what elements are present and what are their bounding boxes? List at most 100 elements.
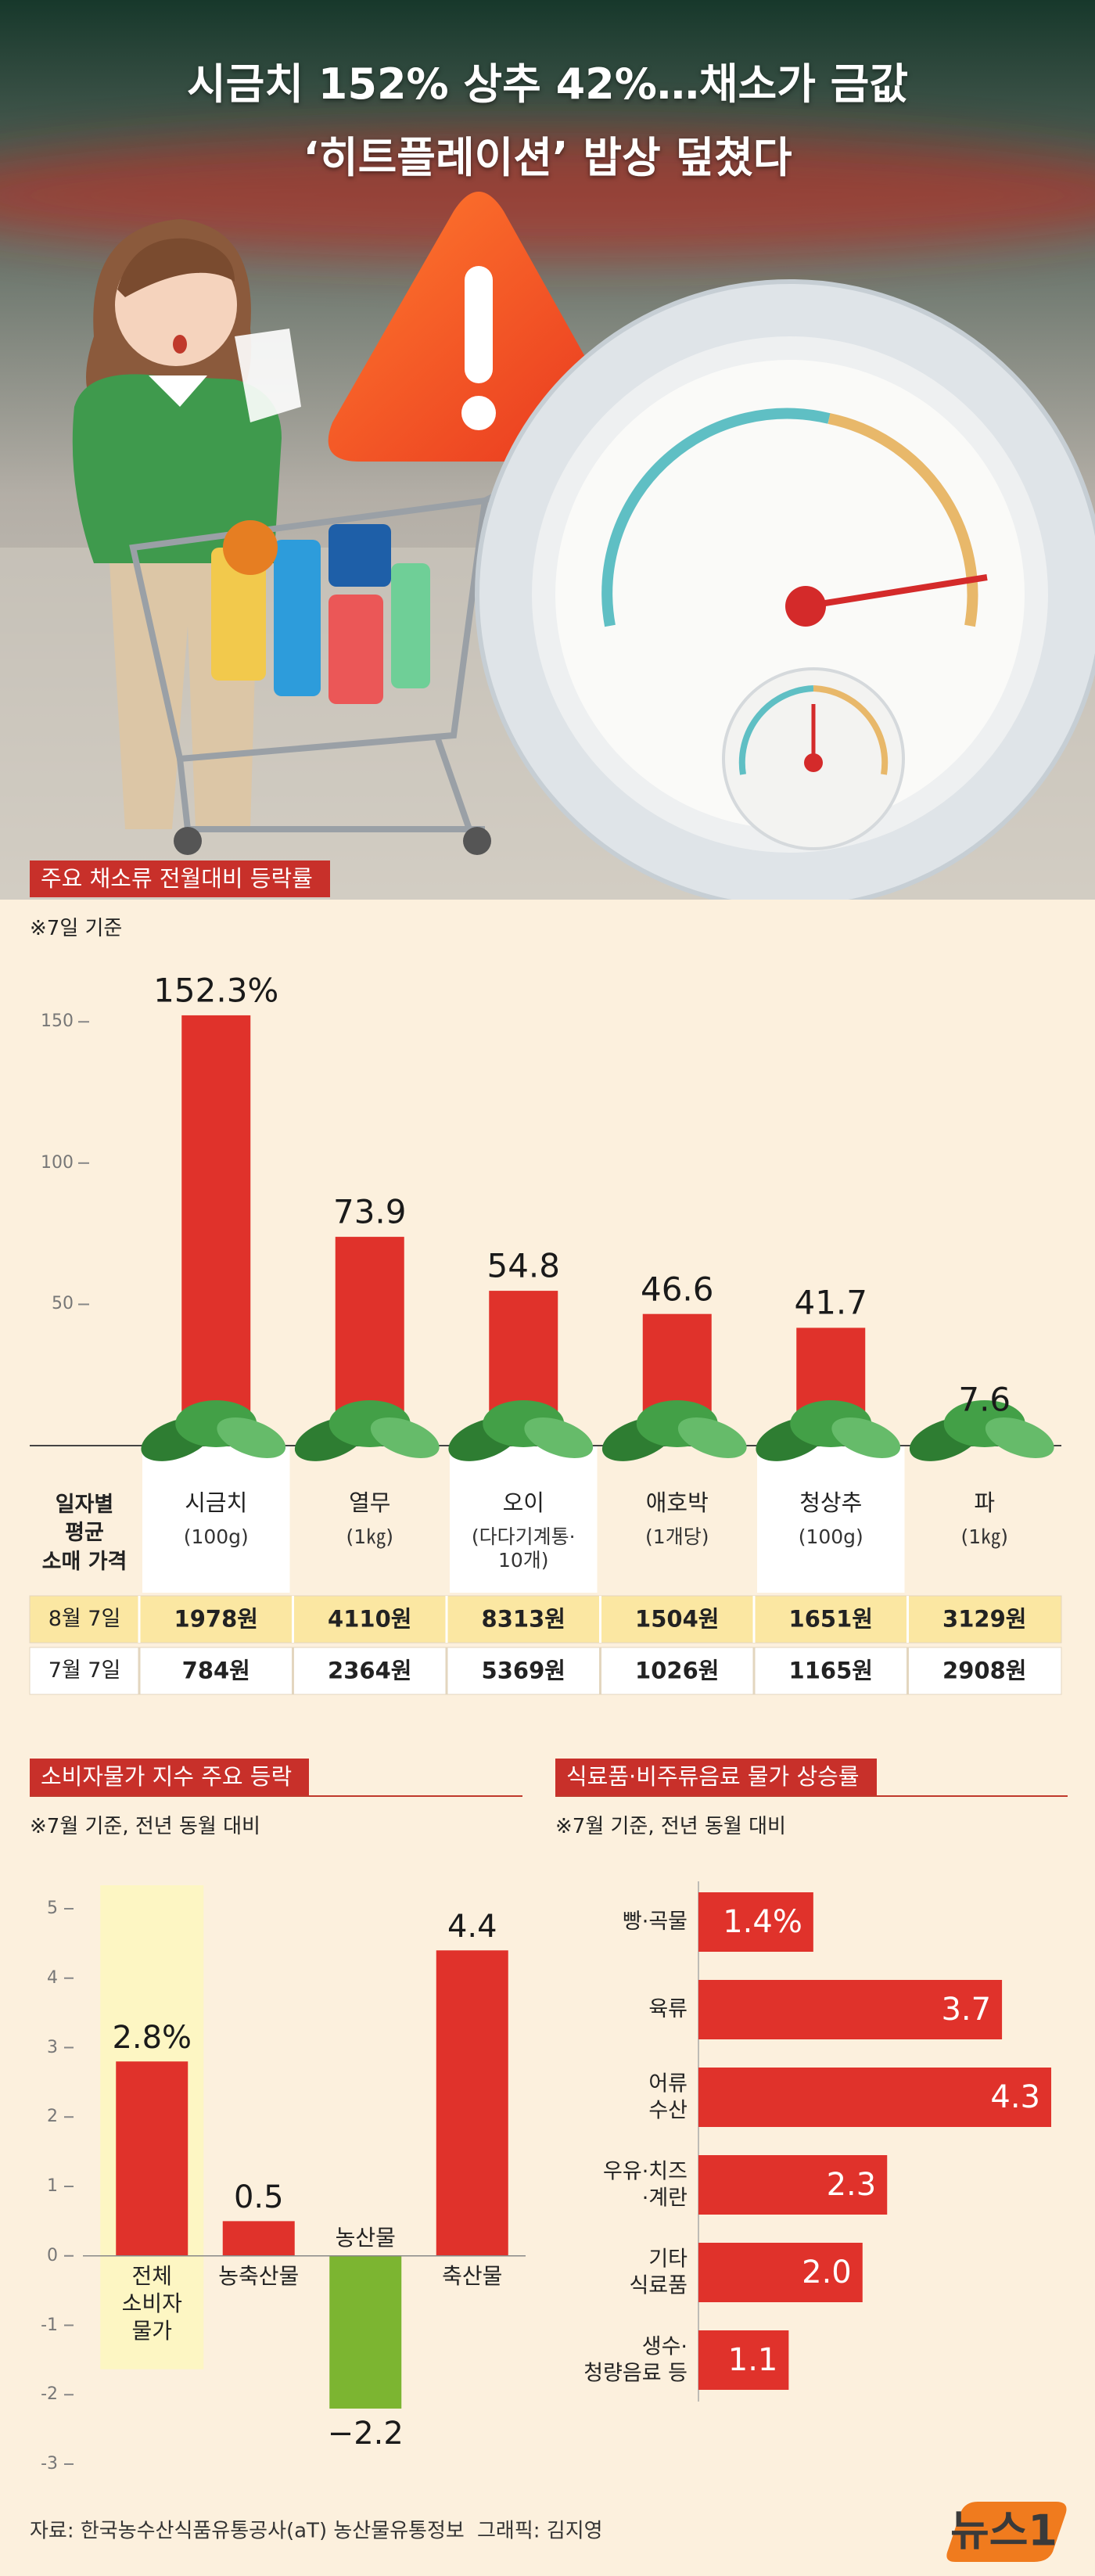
table-item-name: 시금치 [185,1489,248,1516]
vegetable-illustration [294,1400,440,1461]
y-tick-label: 0 [47,2245,58,2265]
y-tick-label: 육류 [648,1997,688,2022]
table-item-unit: (100g) [183,1525,249,1548]
logo: 뉴스1 [950,2506,1057,2556]
logo-badge [946,2502,1067,2562]
value-label: 7.6 [958,1380,1011,1419]
y-tick-label: 3 [47,2037,58,2057]
table-header: 일자별 평균 소매 가격 [41,1493,127,1574]
value-label: 54.8 [486,1246,560,1285]
table-cell: 2908원 [942,1657,1027,1684]
credit: 그래픽: 김지영 [477,2519,603,2543]
x-tick-label: 농축산물 [218,2262,300,2289]
table-item-name: 오이 [502,1489,544,1516]
groceries [211,520,430,704]
section-title: 식료품·비주류음료 물가 상승률 [555,1759,877,1795]
y-tick-label: 1 [47,2175,58,2196]
woman-illustration [72,219,301,829]
table-cell: 1026원 [635,1657,720,1684]
leaf [677,1417,747,1458]
table-row-label: 7월 7일 [48,1658,121,1683]
bar [698,2155,888,2215]
y-tick-label: 어류 수산 [648,2071,688,2122]
y-tick-label: -3 [41,2453,58,2474]
section-title: 주요 채소류 전월대비 등락률 [30,860,330,897]
table-item-name: 청상추 [799,1489,863,1516]
leaf [524,1417,594,1458]
table-item-unit: (1㎏) [960,1525,1008,1548]
vegetable-illustration [448,1400,594,1461]
y-tick-label: 기타 식료품 [629,2247,688,2298]
y-tick-label: 생수· 청량음료 등 [583,2334,688,2385]
table-item-unit: (다다기계통· 10개) [471,1525,576,1572]
x-tick-label: 축산물 [442,2262,503,2289]
header-glow [0,133,1095,258]
table-cell: 1651원 [788,1605,873,1633]
bar [329,2255,402,2409]
table-row-label: 8월 7일 [48,1606,121,1631]
table-cell: 8313원 [481,1605,565,1633]
table-header-cell [450,1446,598,1593]
table-item-name: 열무 [349,1489,391,1516]
y-tick-label: -1 [41,2315,58,2335]
y-tick-label: 5 [47,1898,58,1918]
table-item-unit: (1㎏) [346,1525,393,1548]
value-label: 1.1 [727,2342,778,2378]
table-row [29,1647,1062,1695]
chart-subtitle: ※7월 기준, 전년 동월 대비 [555,1815,786,1838]
table-cell: 5369원 [481,1657,565,1684]
y-tick-label: 4 [47,1967,58,1988]
x-tick-label: 농산물 [335,2224,396,2251]
value-label: 152.3% [153,971,279,1010]
table-cell: 3129원 [942,1605,1027,1633]
bar [181,1015,251,1446]
thermometer-illustration [475,279,1095,910]
value-label: 46.6 [640,1270,714,1309]
bar [436,1950,508,2256]
table-item-name: 애호박 [645,1489,709,1516]
bar [698,2068,1052,2127]
chart-subtitle: ※7일 기준 [30,917,123,940]
y-tick-label: 150 [41,1011,74,1032]
x-tick-label: 전체 소비자 물가 [121,2262,182,2344]
table-cell: 2364원 [328,1657,412,1684]
bar [222,2221,295,2256]
value-label: 2.3 [826,2167,877,2203]
table-header-cell [142,1446,290,1593]
value-label: 2.0 [802,2254,852,2290]
bar [698,2330,789,2390]
table-row [29,1595,1062,1644]
page-title: ‘히트플레이션’ 밥상 덮쳤다 [303,133,792,182]
leaf [217,1417,286,1458]
table-cell: 1504원 [635,1605,720,1633]
section-title: 소비자물가 지수 주요 등락 [30,1759,310,1795]
y-tick-label: 빵·곡물 [622,1910,688,1935]
leaf [985,1417,1054,1458]
bar [116,2061,188,2256]
table-header-cell [757,1446,905,1593]
value-label: 3.7 [941,1992,992,2028]
leaf [370,1417,440,1458]
y-tick-label: 2 [47,2107,58,2127]
table-cell: 1165원 [788,1657,873,1684]
y-tick-label: 우유·치즈 ·계란 [603,2159,688,2210]
source: 자료: 한국농수산식품유통공사(aT) 농산물유통정보 [30,2519,465,2543]
table-item-unit: (1개당) [645,1525,709,1548]
bar [698,1980,1003,2039]
bar [698,2243,863,2302]
table-item-name: 파 [974,1489,996,1516]
value-label: −2.2 [327,2416,404,2452]
value-label: 73.9 [332,1192,407,1231]
vegetable-illustration [909,1400,1054,1461]
table-cell: 784원 [181,1657,250,1684]
table-cell: 1978원 [174,1605,258,1633]
value-label: 0.5 [233,2179,284,2216]
table-cell: 4110원 [328,1605,412,1633]
y-tick-label: -2 [41,2384,58,2405]
value-label: 2.8% [112,2020,192,2057]
vegetable-illustration [141,1400,286,1461]
value-label: 4.4 [447,1909,497,1945]
bar [698,1892,813,1952]
value-label: 1.4% [723,1904,802,1940]
